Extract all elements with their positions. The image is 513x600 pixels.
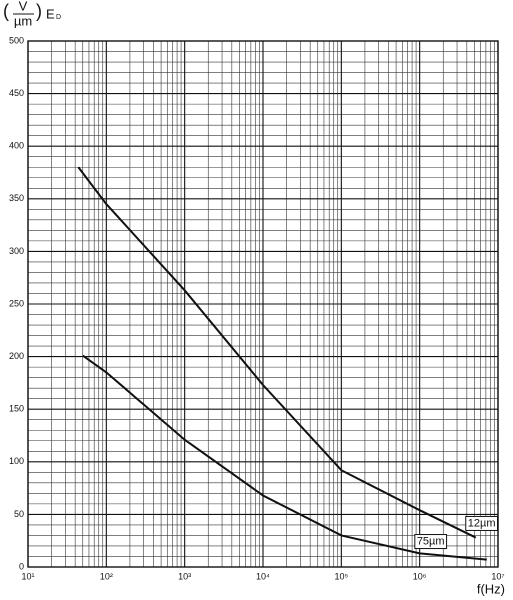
series-label: 75µm <box>417 536 445 548</box>
series-label: 12µm <box>468 517 496 529</box>
x-tick-label: 10⁴ <box>256 571 270 581</box>
y-tick-label: 100 <box>9 456 24 466</box>
y-tick-label: 0 <box>19 561 24 571</box>
plot-frame <box>27 40 499 568</box>
x-tick-label: 10⁷ <box>491 571 504 581</box>
data-line <box>77 166 477 539</box>
y-tick-label: 300 <box>9 246 24 256</box>
y-tick-label: 50 <box>14 509 24 519</box>
series-label-box <box>465 515 499 531</box>
x-tick-label: 10⁶ <box>413 571 427 581</box>
y-label-denominator: µm <box>14 13 32 28</box>
y-tick-label: 250 <box>9 298 24 308</box>
x-tick-label: 10⁵ <box>334 571 348 581</box>
x-tick-label: 10² <box>100 571 113 581</box>
y-tick-label: 450 <box>9 88 24 98</box>
y-tick-label: 500 <box>9 35 24 45</box>
data-line <box>82 354 487 561</box>
y-tick-label: 200 <box>9 351 24 361</box>
y-label-numerator: V <box>19 0 28 13</box>
paren: ) <box>36 1 42 21</box>
x-label: f(Hz) <box>477 581 505 596</box>
x-tick-label: 10³ <box>178 571 191 581</box>
series-label-box <box>414 534 448 550</box>
y-label-subscript: D <box>56 14 61 21</box>
y-tick-label: 350 <box>9 193 24 203</box>
x-tick-label: 10¹ <box>21 571 34 581</box>
y-label-quantity: E <box>46 6 55 21</box>
y-tick-label: 400 <box>9 141 24 151</box>
y-tick-label: 150 <box>9 404 24 414</box>
paren: ( <box>3 1 9 21</box>
